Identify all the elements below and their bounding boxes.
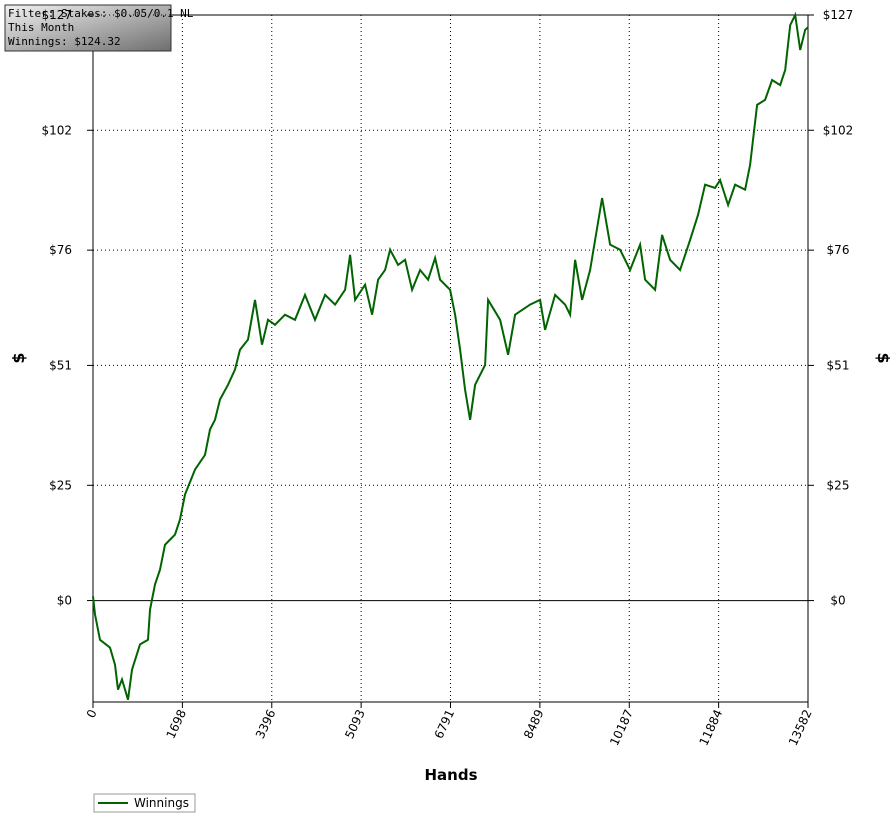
series-line xyxy=(92,11,809,700)
y-tick-label: $102 xyxy=(41,123,72,137)
y-tick-label-right: $51 xyxy=(827,358,850,372)
y-tick-label-right: $25 xyxy=(827,478,850,492)
legend-label: Winnings xyxy=(134,796,189,810)
y-tick-label-right: $127 xyxy=(823,8,854,22)
y-tick-label: $51 xyxy=(49,358,72,372)
x-tick-label: 6791 xyxy=(432,707,458,741)
y-tick-label: $0 xyxy=(57,594,72,608)
y-tick-label: $25 xyxy=(49,478,72,492)
y-tick-label-right: $102 xyxy=(823,123,854,137)
x-tick-label: 1698 xyxy=(164,707,190,741)
info-text: This Month xyxy=(8,21,74,34)
y-axis-label-right: $ xyxy=(874,352,893,363)
info-text: Filter: Stakes: $0.05/0.1 NL xyxy=(8,7,194,20)
x-tick-label: 3396 xyxy=(253,707,279,741)
y-tick-label-right: $0 xyxy=(830,594,845,608)
info-box xyxy=(4,4,172,52)
x-tick-label: 8489 xyxy=(521,707,547,741)
y-tick-label: $76 xyxy=(49,243,72,257)
info-box-bg xyxy=(4,4,172,52)
plot-frame xyxy=(92,14,809,703)
x-tick-label: 11884 xyxy=(697,707,726,748)
y-axis-label: $ xyxy=(9,352,28,363)
legend-box xyxy=(93,793,196,813)
x-tick-label: 0 xyxy=(84,707,100,720)
x-tick-label: 5093 xyxy=(342,707,368,741)
x-axis-label: Hands xyxy=(424,766,477,784)
y-tick-label-right: $76 xyxy=(827,243,850,257)
y-tick-label: $127 xyxy=(41,8,72,22)
x-tick-label: 13582 xyxy=(786,707,815,748)
x-tick-label: 10187 xyxy=(607,707,636,748)
info-text: Winnings: $124.32 xyxy=(8,35,121,48)
